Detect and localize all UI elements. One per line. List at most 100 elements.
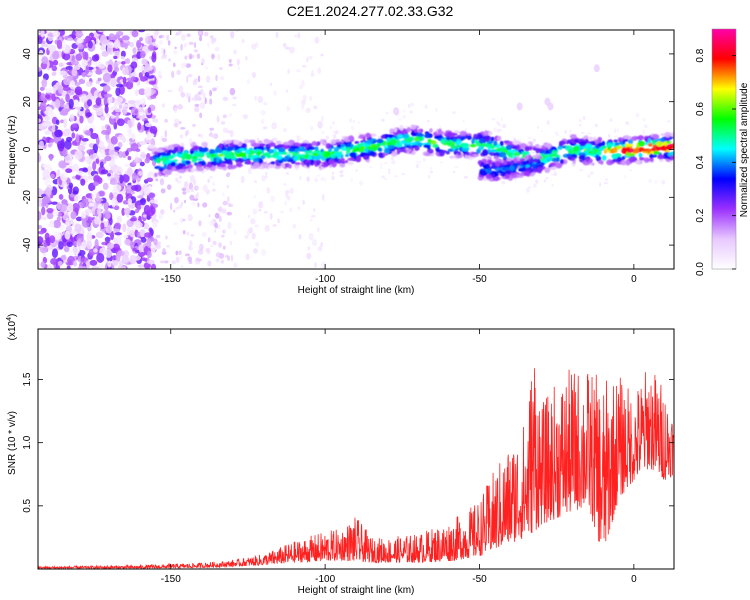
heatmap-cell (163, 163, 167, 170)
heatmap-cell (174, 107, 178, 114)
heatmap-cell (70, 211, 77, 220)
heatmap-cell (502, 124, 507, 129)
heatmap-cell (114, 222, 122, 230)
heatmap-cell (549, 166, 557, 170)
heatmap-cell (226, 173, 230, 178)
heatmap-cell (188, 182, 193, 190)
heatmap-cell (64, 154, 73, 164)
heatmap-cell (87, 40, 93, 49)
colorbar-tick-label: 0.0 (695, 262, 706, 276)
heatmap-cell (539, 153, 545, 157)
heatmap-cell (101, 125, 106, 131)
heatmap-cell (146, 131, 152, 140)
heatmap-cell (416, 132, 423, 138)
heatmap-cell (582, 116, 586, 121)
heatmap-cell (209, 244, 214, 248)
heatmap-cell (654, 180, 658, 184)
heatmap-cell (75, 216, 83, 222)
heatmap-cell (94, 216, 102, 225)
heatmap-cell (547, 102, 554, 111)
heatmap-cell (52, 84, 58, 93)
heatmap-cell (281, 163, 286, 169)
heatmap-cell (147, 192, 156, 199)
heatmap-cell (140, 98, 145, 103)
heatmap-cell (39, 102, 47, 110)
heatmap-cell (330, 138, 337, 145)
heatmap-cell (96, 111, 104, 116)
heatmap-cell (471, 138, 475, 145)
heatmap-cell (202, 202, 208, 208)
heatmap-cell (289, 46, 295, 54)
heatmap-cell (506, 151, 513, 157)
heatmap-cell (197, 75, 201, 83)
heatmap-cell (74, 150, 83, 160)
heatmap-cell (230, 254, 234, 262)
heatmap-cell (150, 95, 157, 99)
heatmap-cell (637, 135, 644, 141)
heatmap-cell (51, 124, 56, 133)
heatmap-cell (222, 114, 227, 119)
heatmap-cell (460, 136, 466, 141)
heatmap-cell (87, 165, 92, 176)
heatmap-cell (59, 203, 67, 213)
heatmap-cell (270, 195, 276, 203)
heatmap-cell (41, 206, 46, 216)
heatmap-cell (138, 170, 143, 176)
heatmap-cell (306, 161, 310, 168)
heatmap-cell (176, 69, 181, 75)
heatmap-cell (114, 166, 123, 176)
heatmap-cell (57, 260, 63, 267)
heatmap-cell (202, 184, 208, 192)
heatmap-cell (271, 137, 278, 142)
heatmap-cell (393, 127, 398, 133)
heatmap-cell (209, 148, 215, 155)
heatmap-cell (220, 259, 224, 264)
x-tick-label: -100 (315, 274, 335, 285)
heatmap-cell (487, 174, 493, 179)
heatmap-cell (51, 248, 58, 259)
heatmap-cell (583, 135, 589, 141)
heatmap-cell (194, 103, 200, 107)
heatmap-cell (86, 208, 92, 214)
heatmap-cell (206, 248, 211, 255)
heatmap-cell (198, 220, 202, 227)
heatmap-cell (115, 87, 121, 97)
heatmap-cell (504, 170, 509, 174)
spectrogram-marks (38, 30, 674, 269)
heatmap-cell (391, 160, 396, 165)
heatmap-cell (82, 51, 87, 60)
heatmap-cell (77, 265, 83, 269)
heatmap-cell (619, 141, 623, 145)
heatmap-cell (339, 144, 346, 148)
heatmap-cell (244, 235, 249, 240)
heatmap-cell (147, 259, 155, 265)
heatmap-cell (39, 86, 45, 91)
heatmap-cell (346, 146, 351, 153)
heatmap-cell (151, 53, 157, 63)
heatmap-cell (483, 130, 489, 137)
heatmap-cell (52, 50, 60, 60)
heatmap-cell (230, 31, 235, 39)
heatmap-cell (153, 238, 158, 246)
heatmap-cell (38, 36, 43, 45)
heatmap-cell (219, 163, 227, 168)
heatmap-cell (286, 195, 291, 201)
heatmap-cell (55, 119, 60, 125)
heatmap-cell (424, 131, 430, 135)
heatmap-cell (87, 99, 93, 107)
heatmap-cell (208, 220, 215, 226)
heatmap-cell (159, 178, 165, 186)
heatmap-cell (193, 152, 199, 157)
heatmap-cell (114, 108, 122, 113)
heatmap-cell (488, 159, 493, 166)
heatmap-cell (225, 153, 233, 159)
heatmap-cell (324, 177, 327, 183)
heatmap-cell (56, 216, 61, 222)
heatmap-cell (154, 31, 158, 37)
snr-series-line (38, 368, 674, 569)
heatmap-cell (127, 198, 133, 205)
heatmap-cell (109, 217, 113, 226)
heatmap-cell (164, 118, 168, 123)
heatmap-cell (642, 129, 645, 135)
heatmap-cell (540, 130, 544, 132)
